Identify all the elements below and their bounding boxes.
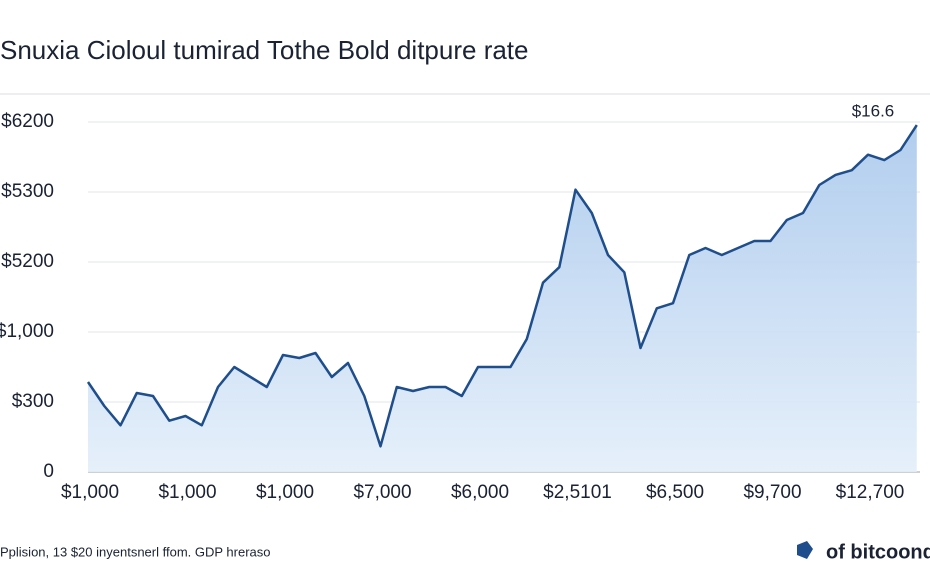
y-tick-label: $300 — [12, 391, 54, 412]
area-fill — [88, 125, 917, 472]
x-tick-label: $6,000 — [451, 482, 509, 503]
x-tick-label: $7,000 — [353, 482, 411, 503]
y-tick-label: $5200 — [1, 251, 54, 272]
x-tick-label: $1,000 — [158, 482, 216, 503]
y-tick-label: $5300 — [1, 181, 54, 202]
annotation: $16.6 — [852, 101, 895, 120]
x-tick-label: $12,700 — [836, 482, 905, 503]
line — [86, 124, 918, 448]
footnote: Pplision, 13 $20 inyentsnerl ffom. GDP h… — [0, 544, 271, 559]
x-tick-label: $1,000 — [61, 482, 119, 503]
y-tick-label: $6200 — [1, 111, 54, 132]
brand: of bitcoond — [826, 541, 930, 563]
y-tick-label: $1,000 — [0, 321, 54, 342]
y-tick-label: 0 — [43, 461, 54, 482]
x-tick-label: $2,5101 — [543, 482, 612, 503]
x-tick-label: $6,500 — [646, 482, 704, 503]
chart-title: Snuxia Cioloul tumirad Tothe Bold ditpur… — [0, 35, 529, 65]
logo-icon — [797, 541, 813, 559]
x-tick-label: $1,000 — [256, 482, 314, 503]
x-tick-label: $9,700 — [743, 482, 801, 503]
